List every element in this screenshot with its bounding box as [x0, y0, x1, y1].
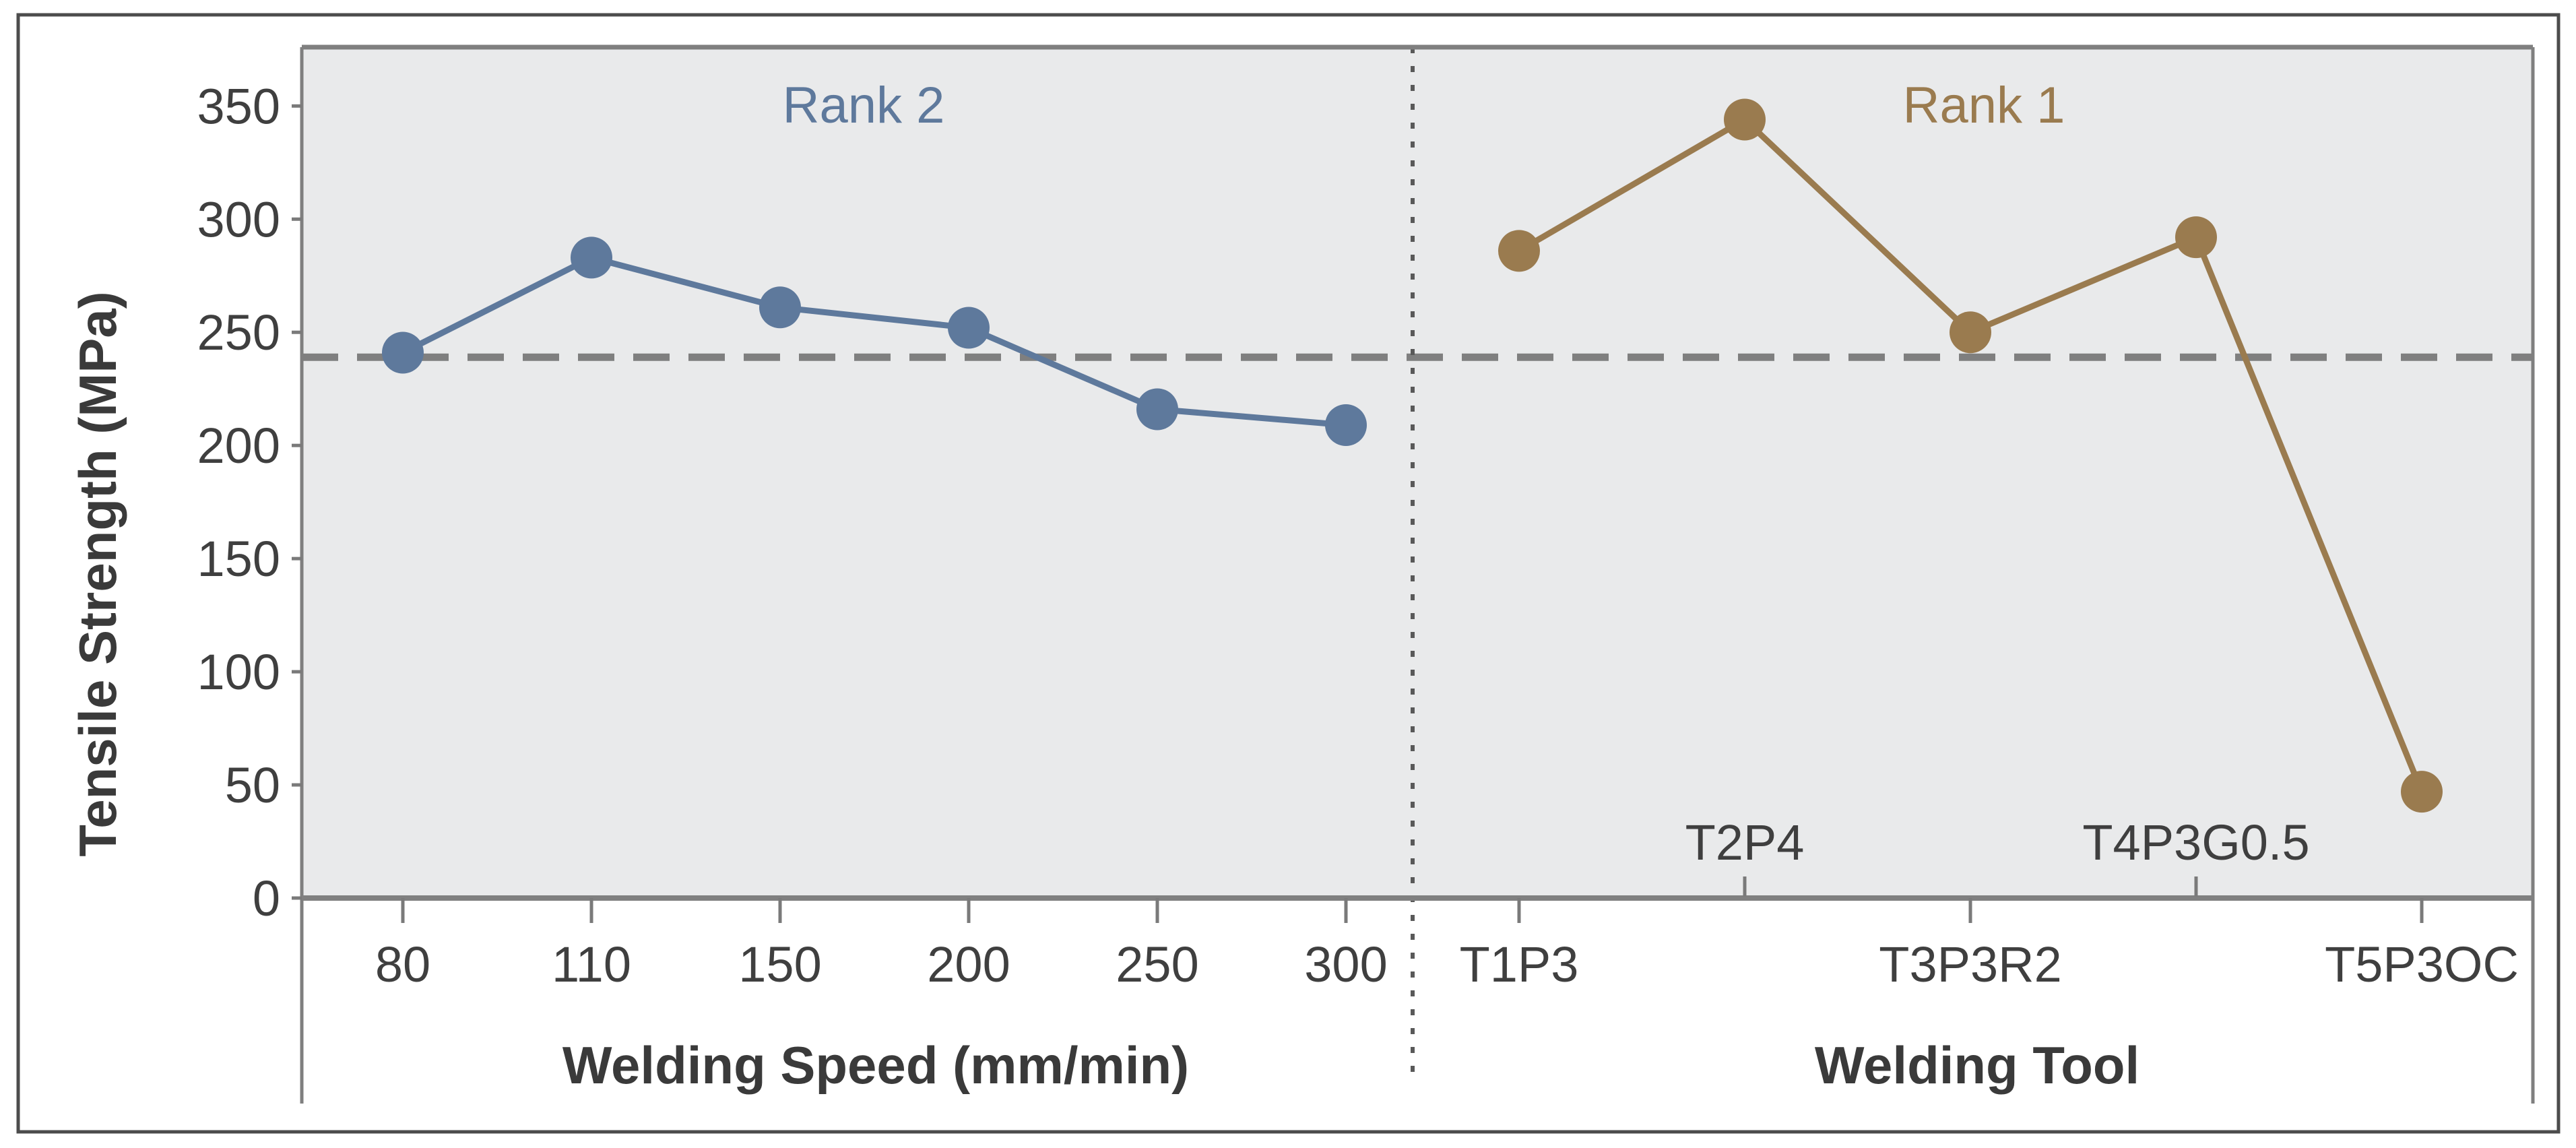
y-tick-label: 150: [197, 531, 280, 587]
series-line-rank-2: [401, 254, 1347, 428]
x-axis-title-right: Welding Tool: [1815, 1035, 2139, 1095]
y-tick-label: 100: [197, 644, 280, 700]
x-tick-label: 250: [1116, 936, 1198, 992]
data-point: [1724, 98, 1766, 141]
x-tick-label: T3P3R2: [1879, 936, 2061, 992]
x-tick-label: T5P3OC: [2325, 936, 2519, 992]
data-point: [1136, 388, 1178, 430]
y-tick-label: 350: [197, 78, 280, 134]
x-tick-label: 150: [738, 936, 821, 992]
rank-1-panel-label: Rank 1: [1903, 77, 2065, 134]
data-point: [2175, 216, 2217, 259]
y-tick-label: 0: [253, 870, 280, 926]
rank-2-panel-label: Rank 2: [783, 77, 945, 134]
series: [382, 98, 2443, 813]
x-tick-label: 200: [927, 936, 1010, 992]
data-point: [759, 286, 801, 329]
x-axis-title-left: Welding Speed (mm/min): [562, 1035, 1189, 1095]
y-axis: 0 50 100 150 200 250 300 350: [197, 78, 302, 926]
data-point: [1498, 230, 1540, 272]
y-tick-label: 250: [197, 305, 280, 360]
data-point: [382, 331, 424, 374]
y-tick-label: 200: [197, 418, 280, 474]
plot-area-background: [302, 47, 2533, 898]
y-tick-label: 50: [225, 757, 280, 813]
data-point: [948, 307, 990, 349]
x-axis: 80 110 150 200 250 300 T1P3 T2P4 T3P3R2 T4P3G0.5 T…: [375, 815, 2519, 992]
x-tick-label: T4P3G0.5: [2082, 815, 2309, 870]
x-tick-label: 80: [375, 936, 430, 992]
x-tick-label: T1P3: [1460, 936, 1579, 992]
y-tick-label: 300: [197, 191, 280, 247]
data-point: [2401, 771, 2443, 813]
y-axis-title: Tensile Strength (MPa): [68, 291, 127, 856]
data-point: [1950, 311, 1991, 354]
x-tick-label: T2P4: [1685, 815, 1805, 870]
x-tick-label: 110: [552, 936, 631, 992]
x-tick-label: 300: [1304, 936, 1387, 992]
data-point: [1325, 404, 1367, 446]
data-point: [571, 236, 612, 279]
